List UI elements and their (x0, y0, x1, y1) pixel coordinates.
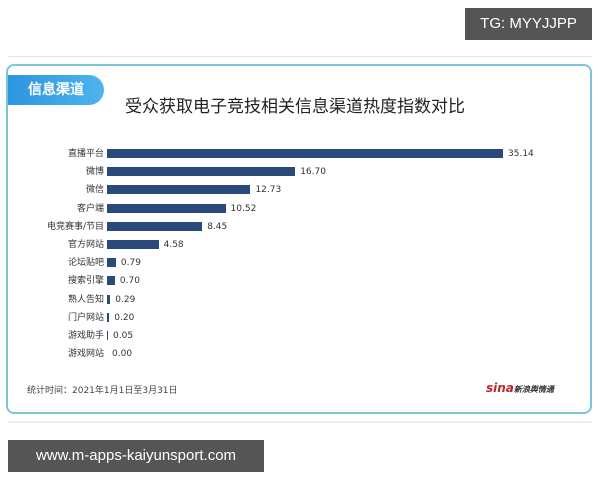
bar-label: 游戏助手 (67, 331, 104, 341)
bar-row: 微信 12.73 (0, 181, 600, 199)
source-name: 新浪舆情通 (513, 385, 554, 394)
bar-value: 0.20 (114, 312, 135, 323)
bar (107, 167, 296, 177)
bar-row: 论坛贴吧 0.79 (0, 254, 600, 272)
chart-card (6, 64, 592, 414)
bar-label: 官方网站 (67, 240, 104, 250)
bar-label: 电竞赛事/节目 (46, 221, 104, 232)
bar-row: 官方网站 4.58 (0, 236, 600, 254)
bar-value: 12.73 (255, 185, 282, 196)
bar (107, 149, 503, 158)
bar-row: 微博 16.70 (0, 163, 600, 181)
bar (107, 240, 159, 249)
category-tag: 信息渠道 (8, 75, 104, 105)
bar-row: 门户网站 0.20 (0, 309, 600, 327)
sina-logo: sina新浪舆情通 (486, 381, 554, 395)
bar (107, 294, 111, 304)
stat-period: 统计时间：2021年1月1日至3月31日 (27, 386, 178, 396)
bar-value: 0.05 (113, 331, 134, 341)
bar (107, 221, 203, 231)
bar (107, 312, 110, 322)
bar-label: 搜索引擎 (67, 276, 104, 287)
bar-row: 电竞赛事/节目 8.45 (0, 218, 600, 236)
bar (107, 185, 251, 195)
bar-label: 论坛贴吧 (67, 258, 104, 269)
bar-value: 0.70 (119, 276, 140, 287)
sina-logo-icon: sina (486, 381, 514, 395)
bar-label: 游戏网站 (67, 349, 104, 360)
bar-label: 微信 (85, 185, 104, 196)
watermark-tg: TG: MYYJJPP (465, 8, 592, 40)
bar-row: 游戏网站 0.00 (0, 345, 600, 363)
watermark-url: www.m-apps-kaiyunsport.com (8, 440, 264, 472)
bar-value: 0.00 (112, 349, 133, 360)
bar-value: 4.58 (163, 240, 184, 250)
bar-label: 门户网站 (67, 312, 104, 323)
bar-label: 客户端 (76, 203, 104, 214)
bar-value: 16.70 (300, 167, 326, 178)
bar (107, 331, 108, 340)
divider (8, 421, 592, 423)
divider (8, 56, 592, 57)
chart-title: 受众获取电子竞技相关信息渠道热度指数对比 (125, 97, 465, 117)
bar (107, 203, 226, 213)
bar-value: 35.14 (508, 149, 534, 159)
bar-value: 0.79 (120, 258, 141, 269)
bar-value: 8.45 (207, 221, 228, 232)
bar (107, 276, 115, 286)
bar-label: 微博 (85, 167, 104, 178)
bar-row: 游戏助手 0.05 (0, 327, 600, 345)
bar-value: 10.52 (230, 203, 257, 214)
bar-label: 直播平台 (67, 149, 104, 159)
bar-value: 0.29 (115, 294, 136, 305)
bar-row: 客户端 10.52 (0, 200, 600, 218)
bar-row: 搜索引擎 0.70 (0, 272, 600, 290)
bar-label: 熟人告知 (67, 294, 104, 305)
bar-row: 直播平台 35.14 (0, 145, 600, 163)
bar (107, 258, 116, 268)
bar-row: 熟人告知 0.29 (0, 291, 600, 309)
